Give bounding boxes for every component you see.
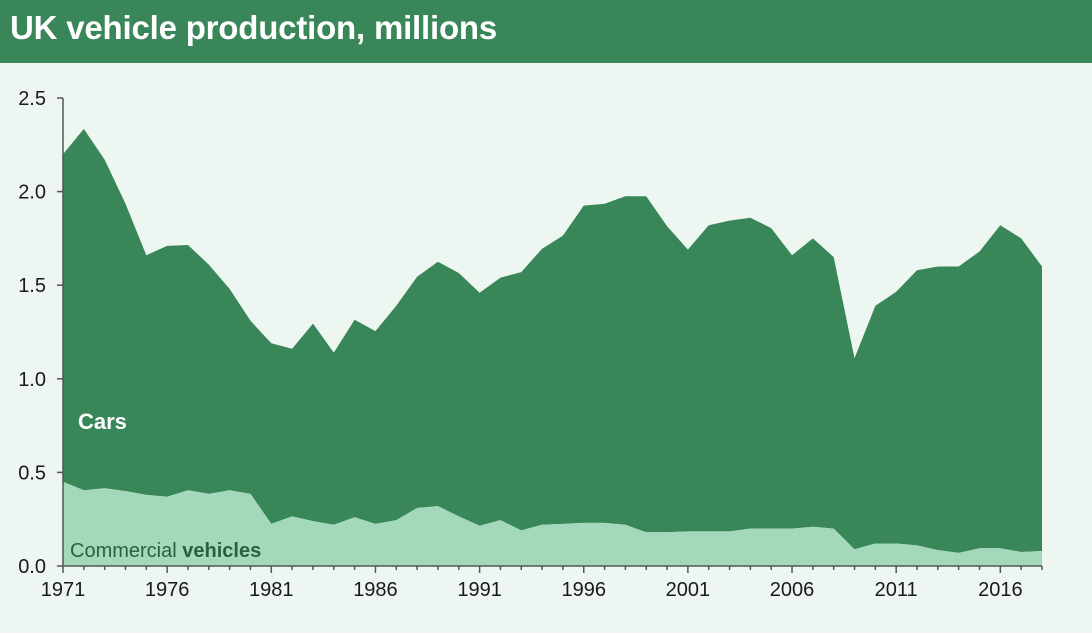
y-tick-label: 2.5: [18, 88, 46, 110]
title-bar: UK vehicle production, millions: [0, 0, 1092, 63]
y-tick-label: 1.0: [18, 369, 46, 391]
x-tick-label: 2006: [770, 579, 815, 601]
x-tick-label: 2001: [666, 579, 711, 601]
x-tick-label: 2016: [978, 579, 1023, 601]
series-label-cars: Cars: [78, 409, 127, 434]
area-chart: 0.0 0.5 1.0 1.5 2.0 2.5 1971 1976 1981 1986 1991 19…: [18, 88, 1043, 601]
commercial-label-part1: Commercial: [70, 540, 182, 562]
chart-panel: 0.0 0.5 1.0 1.5 2.0 2.5 1971 1976 1981 1986 1991 19…: [0, 63, 1092, 633]
area-layer: [63, 128, 1042, 566]
y-tick-label: 2.0: [18, 182, 46, 204]
area-commercial-vehicles: [63, 481, 1042, 566]
commercial-label-part2: vehicles: [182, 540, 261, 562]
x-tick-label: 1976: [145, 579, 190, 601]
axes-layer: 0.0 0.5 1.0 1.5 2.0 2.5 1971 1976 1981 1986 1991 19…: [18, 88, 1043, 601]
x-tick-label: 2011: [875, 579, 918, 601]
y-tick-label: 1.5: [18, 275, 46, 297]
x-tick-label: 1971: [41, 579, 86, 601]
x-tick-label: 1991: [457, 579, 502, 601]
area-cars: [63, 128, 1042, 553]
chart-title: UK vehicle production, millions: [10, 9, 498, 46]
x-tick-label: 1996: [561, 579, 606, 601]
x-tick-label: 1981: [249, 579, 294, 601]
series-label-commercial: Commercial vehicles: [70, 540, 261, 562]
y-tick-label: 0.5: [18, 462, 46, 484]
x-tick-label: 1986: [353, 579, 398, 601]
y-tick-label: 0.0: [18, 556, 46, 578]
